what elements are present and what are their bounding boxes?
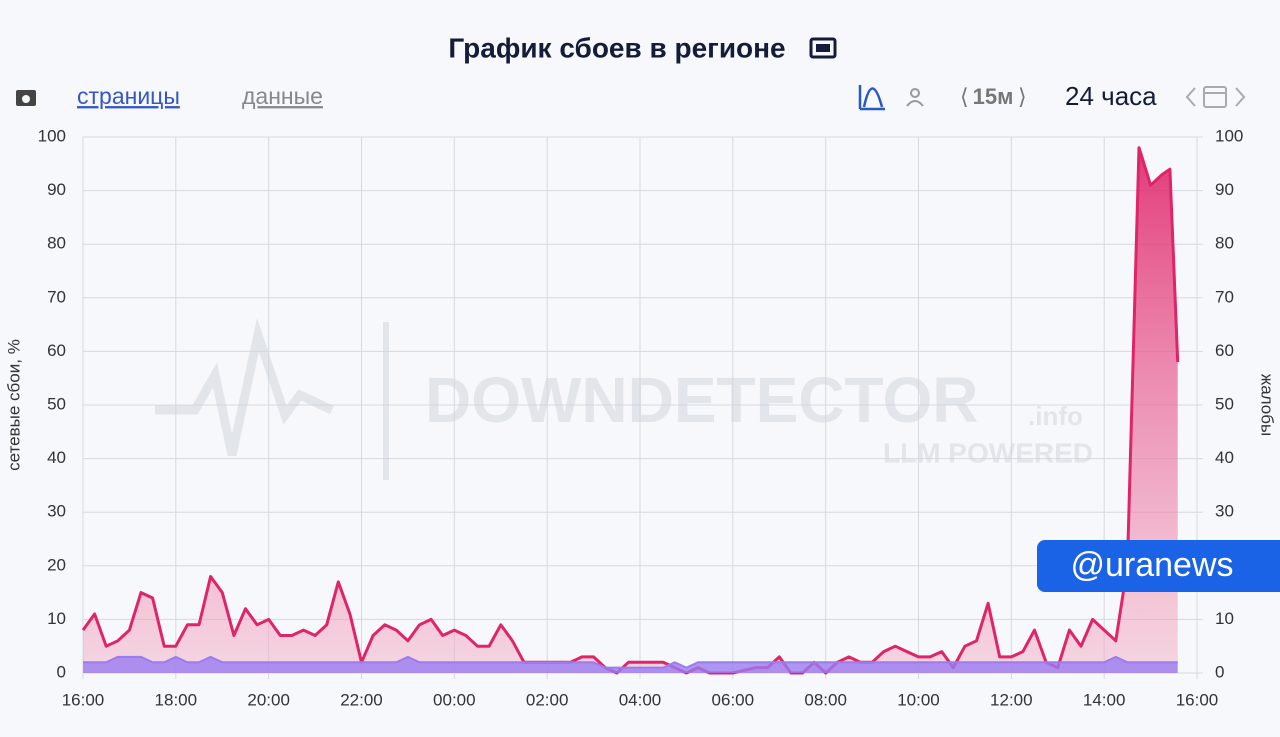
watermark-domain: .info	[1028, 401, 1083, 431]
y2-tick-label: 0	[1215, 662, 1224, 681]
badge: @uranews	[1037, 540, 1280, 592]
link[interactable]: страницы	[77, 83, 180, 109]
y2-tick-label: 40	[1215, 448, 1234, 467]
range[interactable]: 24 часа	[1065, 81, 1157, 111]
x-tick-label: 02:00	[526, 690, 569, 709]
y-tick-label: 20	[47, 555, 66, 574]
y-tick-label: 100	[38, 126, 66, 145]
x-tick-label: 16:00	[1176, 690, 1219, 709]
y-axis-title: сетевые сбои, %	[4, 339, 23, 471]
y-tick-label: 80	[47, 234, 66, 253]
x-tick-label: 06:00	[712, 690, 755, 709]
x-tick-label: 14:00	[1083, 690, 1126, 709]
user-icon[interactable]	[906, 88, 924, 107]
watermark: DOWNDETECTOR .info LLM POWERED	[155, 318, 1093, 480]
x-tick-label: 22:00	[340, 690, 383, 709]
watermark-pulse	[155, 318, 334, 456]
link[interactable]: данные	[242, 83, 323, 109]
monitor-icon	[809, 37, 837, 59]
y2-tick-label: 70	[1215, 287, 1234, 306]
calendar-icon[interactable]	[1185, 86, 1246, 108]
x-tick-label: 08:00	[804, 690, 847, 709]
series-line	[81, 146, 1180, 675]
y2-tick-label: 50	[1215, 394, 1234, 413]
y2-tick-label: 90	[1215, 180, 1234, 199]
y-tick-label: 70	[47, 287, 66, 306]
chart-title: График сбоев в регионе	[448, 32, 785, 63]
x-tick-label: 10:00	[897, 690, 940, 709]
y-tick-label: 40	[47, 448, 66, 467]
watermark-divider	[383, 322, 389, 480]
y-tick-label: 30	[47, 502, 66, 521]
x-tick-label: 18:00	[155, 690, 198, 709]
y2-tick-label: 80	[1215, 234, 1234, 253]
x-tick-label: 12:00	[990, 690, 1033, 709]
y-tick-label: 50	[47, 394, 66, 413]
watermark-brand: DOWNDETECTOR	[425, 364, 978, 436]
camera-icon[interactable]	[16, 90, 36, 106]
chevron[interactable]: ⟩	[1018, 84, 1027, 109]
x-tick-label: 00:00	[433, 690, 476, 709]
x-tick-label: 20:00	[247, 690, 290, 709]
series-area	[83, 656, 1178, 673]
y2-tick-label: 100	[1215, 126, 1243, 145]
x-tick-label: 16:00	[62, 690, 105, 709]
watermark-tagline: LLM POWERED	[883, 437, 1093, 468]
y2-tick-label: 10	[1215, 609, 1234, 628]
y2-tick-label: 30	[1215, 502, 1234, 521]
y-tick-label: 10	[47, 609, 66, 628]
y2-axis-title: жалобы	[1258, 374, 1277, 436]
badge-text: @uranews	[1070, 546, 1233, 584]
chevron[interactable]: ⟨	[960, 84, 969, 109]
series-line	[83, 655, 1178, 669]
y-tick-label: 90	[47, 180, 66, 199]
interval[interactable]: 15м	[973, 84, 1014, 109]
chart-mode-icon[interactable]	[858, 85, 885, 111]
x-tick-label: 04:00	[619, 690, 662, 709]
y-tick-label: 0	[57, 662, 66, 681]
y2-tick-label: 60	[1215, 341, 1234, 360]
y-tick-label: 60	[47, 341, 66, 360]
series-layer	[81, 146, 1180, 675]
